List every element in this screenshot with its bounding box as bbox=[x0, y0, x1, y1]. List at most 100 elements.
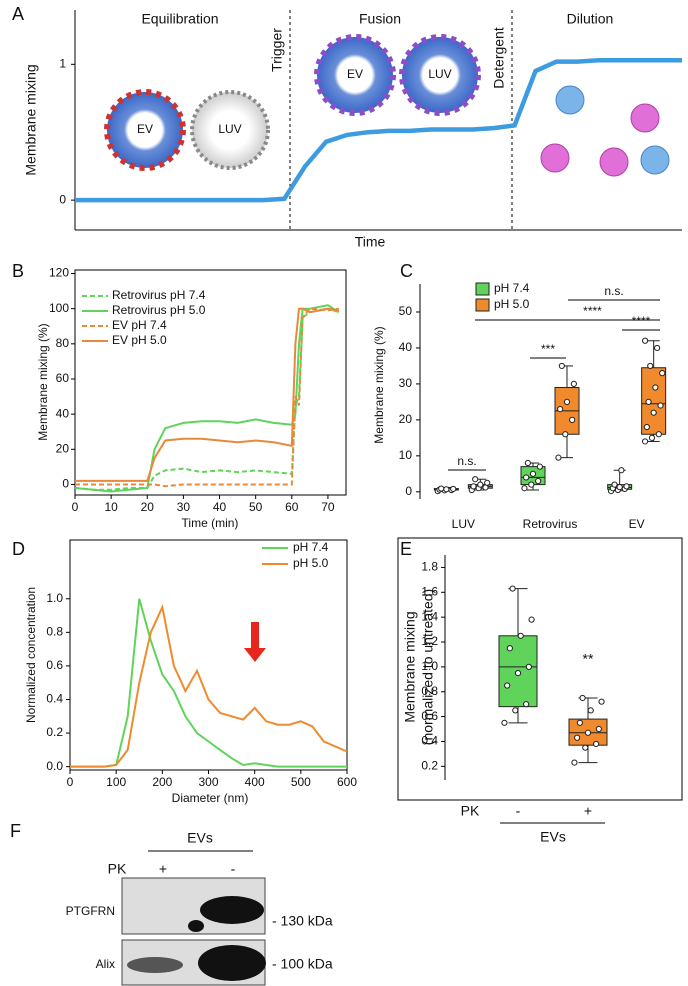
y-tick-label: 30 bbox=[399, 376, 413, 390]
data-point bbox=[470, 483, 477, 490]
data-point bbox=[571, 759, 578, 766]
data-point bbox=[648, 434, 656, 441]
legend-label: Retrovirus pH 5.0 bbox=[112, 303, 206, 317]
arrow bbox=[244, 622, 266, 662]
data-point bbox=[521, 485, 528, 492]
data-point bbox=[517, 632, 524, 639]
y-tick-label: 40 bbox=[399, 340, 413, 354]
legend-label: EV pH 5.0 bbox=[112, 333, 167, 347]
dilute-vesicle bbox=[540, 143, 570, 173]
x-axis-label: Time bbox=[355, 234, 386, 250]
y-tick-label: 80 bbox=[56, 336, 70, 350]
y-tick-label: 0.6 bbox=[46, 658, 63, 672]
data-point bbox=[512, 707, 519, 714]
data-point bbox=[659, 370, 666, 377]
y-tick-label: 0.8 bbox=[421, 684, 438, 698]
y-tick-label: 20 bbox=[399, 412, 413, 426]
data-point bbox=[528, 616, 535, 623]
x-axis-label: Time (min) bbox=[182, 516, 239, 530]
data-point bbox=[641, 438, 649, 445]
y-tick-label: 0.8 bbox=[46, 625, 63, 639]
x-tick-label: 20 bbox=[141, 500, 155, 514]
plot-frame bbox=[74, 269, 347, 496]
data-point bbox=[525, 663, 532, 670]
y-tick-label: 1.8 bbox=[421, 560, 438, 574]
x-tick-label: Retrovirus bbox=[523, 517, 578, 531]
panel-letter: C bbox=[400, 261, 413, 281]
legend-label: pH 7.4 bbox=[494, 281, 530, 295]
data-point bbox=[593, 740, 600, 748]
x-tick-label: 10 bbox=[104, 500, 118, 514]
y-tick-label: 0.6 bbox=[421, 709, 438, 723]
data-point bbox=[647, 362, 654, 370]
data-point bbox=[558, 362, 565, 370]
row-label: PK bbox=[108, 861, 127, 877]
vesicle-label: LUV bbox=[218, 122, 241, 136]
data-point bbox=[616, 484, 623, 491]
y-axis-label: Membrane mixing (%) bbox=[36, 323, 50, 440]
data-line bbox=[75, 57, 682, 203]
data-point bbox=[655, 431, 662, 438]
x-tick-label: 60 bbox=[285, 500, 299, 514]
data-line bbox=[70, 598, 347, 768]
data-point bbox=[587, 707, 594, 714]
y-tick-label: 0 bbox=[405, 484, 412, 498]
data-point bbox=[598, 698, 605, 705]
y-tick-label: 1.2 bbox=[421, 634, 438, 648]
data-point bbox=[641, 337, 649, 344]
data-point bbox=[611, 481, 618, 488]
data-line bbox=[75, 307, 339, 482]
panel-letter: A bbox=[12, 4, 24, 24]
plot-frame bbox=[69, 539, 348, 771]
x-tick-label: LUV bbox=[452, 517, 475, 531]
x-tick-label: 0 bbox=[72, 500, 79, 514]
data-point bbox=[557, 405, 564, 413]
x-tick-label: 70 bbox=[321, 500, 335, 514]
blot-band bbox=[127, 957, 183, 973]
y-tick-label: 1.0 bbox=[46, 591, 63, 605]
data-point bbox=[570, 380, 577, 388]
ev-vesicle bbox=[314, 34, 396, 116]
x-tick-label: + bbox=[584, 803, 592, 819]
x-tick-label: 200 bbox=[152, 775, 172, 789]
data-point bbox=[529, 470, 537, 477]
data-point bbox=[535, 477, 542, 485]
y-tick-label: 120 bbox=[49, 266, 69, 280]
data-point bbox=[523, 701, 530, 708]
x-tick-label: 300 bbox=[198, 775, 218, 789]
section-label: Fusion bbox=[359, 11, 401, 27]
legend-label: pH 5.0 bbox=[494, 297, 530, 311]
western-blot bbox=[121, 850, 266, 986]
marker-label: - 130 kDa bbox=[272, 913, 333, 929]
legend-label: pH 7.4 bbox=[293, 540, 329, 554]
panel-letter: B bbox=[12, 261, 24, 281]
blot-band bbox=[198, 945, 266, 981]
blot-band bbox=[200, 896, 264, 924]
data-point bbox=[653, 344, 661, 352]
y-tick-label: 50 bbox=[399, 304, 413, 318]
legend-label: pH 5.0 bbox=[293, 556, 329, 570]
data-line bbox=[75, 307, 339, 488]
data-point bbox=[657, 402, 664, 409]
y-axis-label: Membrane mixing bbox=[23, 64, 39, 175]
data-point bbox=[595, 725, 602, 733]
significance-label: ** bbox=[583, 651, 594, 667]
data-point bbox=[563, 398, 571, 405]
y-tick-label: 0.0 bbox=[46, 759, 63, 773]
significance-label: *** bbox=[541, 342, 555, 356]
y-axis-label: Membrane mixing bbox=[402, 611, 418, 722]
vesicle-label: EV bbox=[347, 67, 363, 81]
dilute-vesicle bbox=[555, 85, 585, 115]
data-point bbox=[579, 694, 586, 702]
data-point bbox=[501, 719, 508, 726]
section-label: Equilibration bbox=[141, 11, 218, 27]
blot-header: EVs bbox=[187, 830, 213, 846]
data-point bbox=[562, 431, 569, 438]
vesicle-label: EV bbox=[137, 122, 153, 136]
y-axis-label: (normalized to untreated) bbox=[420, 589, 436, 745]
y-tick-label: 1.4 bbox=[421, 609, 438, 623]
luv-vesicle bbox=[399, 34, 481, 116]
y-tick-label: 1.6 bbox=[421, 584, 438, 598]
vesicle-label: LUV bbox=[428, 67, 451, 81]
x-tick-label: 0 bbox=[67, 775, 74, 789]
